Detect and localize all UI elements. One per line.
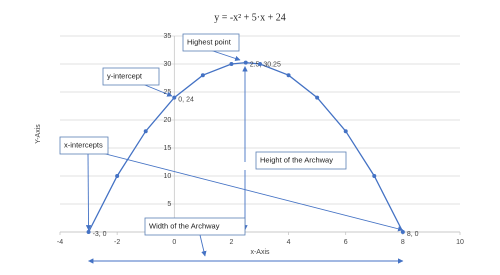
arrow — [85, 152, 92, 231]
y-tick-label: 30 — [163, 61, 171, 68]
y-tick-label: 35 — [163, 33, 171, 40]
data-label: 8, 0 — [407, 231, 419, 238]
point — [143, 129, 148, 134]
annotation-box — [182, 33, 240, 52]
point — [200, 73, 205, 78]
point — [229, 62, 234, 66]
point — [286, 73, 291, 78]
x-tick-label: -4 — [57, 239, 63, 246]
annotation: Height of the Archway — [260, 155, 333, 164]
chart-title: y = -x² + 5·x + 24 — [214, 12, 286, 23]
point — [343, 129, 348, 134]
x-tick-label: 10 — [456, 239, 464, 246]
x-axis-title: x-Axis — [250, 249, 270, 256]
annotation-box — [59, 136, 109, 155]
x-tick-label: 2 — [229, 239, 233, 246]
series-line — [87, 61, 404, 233]
data-label: 2.5, 30.25 — [250, 61, 281, 68]
y-tick-label: 15 — [163, 145, 171, 152]
point — [315, 95, 320, 100]
x-tick-label: 6 — [344, 239, 348, 246]
x-tick-label: 4 — [287, 239, 291, 246]
x-tick-label: 0 — [172, 239, 176, 246]
annotation-box — [144, 217, 246, 236]
data-label: -3, 0 — [93, 231, 107, 238]
annotation: y-intercept — [107, 71, 143, 80]
y-tick-label: 5 — [167, 201, 171, 208]
x-tick-label: 8 — [401, 239, 405, 246]
annotation: Highest point — [187, 37, 232, 46]
annotation-box — [102, 67, 160, 86]
annotation-box — [255, 151, 347, 170]
point — [400, 230, 405, 234]
point — [258, 62, 262, 66]
arrow — [199, 234, 207, 257]
annotation: x-intercepts — [64, 140, 103, 149]
y-axis-title: Y-Axis — [35, 124, 42, 144]
point — [372, 174, 377, 178]
y-tick-label: 10 — [163, 173, 171, 180]
point — [86, 230, 91, 234]
point — [172, 95, 177, 100]
point — [115, 174, 120, 178]
y-tick-label: 20 — [163, 117, 171, 124]
arrow — [89, 149, 404, 232]
annotation: Width of the Archway — [149, 221, 220, 230]
data-label: 0, 24 — [178, 96, 194, 103]
arrow — [209, 49, 241, 62]
x-tick-label: -2 — [114, 239, 120, 246]
point — [243, 60, 248, 65]
